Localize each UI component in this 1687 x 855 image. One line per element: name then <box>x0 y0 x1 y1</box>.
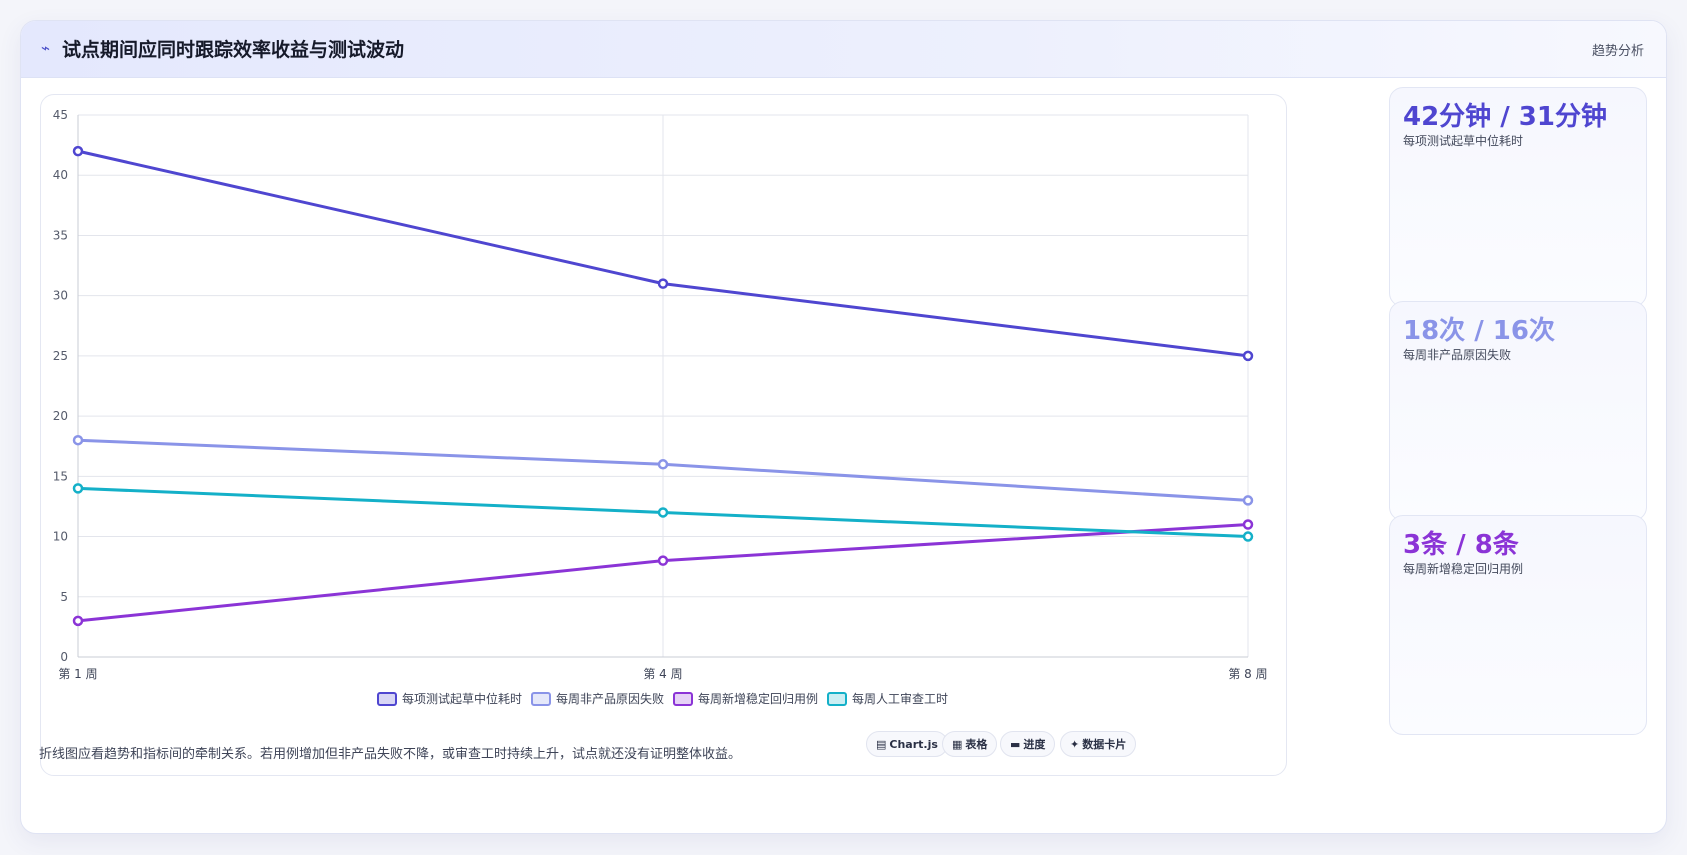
data-point <box>72 615 84 627</box>
trend-icon: ⌁ <box>41 39 51 57</box>
y-tick-label: 45 <box>53 108 68 122</box>
kpi-card-regression-cases: 3条 / 8条 每周新增稳定回归用例 <box>1389 515 1647 735</box>
view-data-card-button[interactable]: ✦ 数据卡片 <box>1060 731 1137 757</box>
kpi-value: 3条 / 8条 <box>1403 530 1519 560</box>
progress-icon: ▬ <box>1010 738 1021 751</box>
button-label: Chart.js <box>889 738 938 751</box>
kpi-value: 42分钟 / 31分钟 <box>1403 102 1607 132</box>
kpi-label: 每周新增稳定回归用例 <box>1403 562 1524 576</box>
sparkle-icon: ✦ <box>1070 738 1080 751</box>
category-tag: 趋势分析 <box>1591 44 1644 59</box>
legend-swatch <box>673 692 694 706</box>
button-label: 数据卡片 <box>1082 738 1127 751</box>
line-chart-panel: 0 5 10 15 20 25 30 35 40 45 第 1 周 第 4 周 第 8 周每项测试起草中… <box>40 94 1287 776</box>
data-point <box>657 459 669 470</box>
trend-card: ⌁ 试点期间应同时跟踪效率收益与测试波动 趋势分析 0 5 10 15 20 25 30 35… <box>20 20 1667 834</box>
kpi-card-non-product-failures: 18次 / 16次 每周非产品原因失败 <box>1389 301 1647 521</box>
card-header: ⌁ 试点期间应同时跟踪效率收益与测试波动 趋势分析 <box>21 21 1666 78</box>
x-tick-label: 第 1 周 <box>58 667 97 681</box>
button-label: 进度 <box>1023 738 1046 751</box>
data-point <box>657 555 669 566</box>
card-title: 试点期间应同时跟踪效率收益与测试波动 <box>62 39 405 61</box>
data-point <box>72 434 84 446</box>
data-point <box>1242 495 1254 506</box>
y-tick-label: 10 <box>53 530 68 544</box>
kpi-card-draft-time: 42分钟 / 31分钟 每项测试起草中位耗时 <box>1389 87 1647 307</box>
footnote: 折线图应看趋势和指标间的牵制关系。若用例增加但非产品失败不降，或审查工时持续上升… <box>39 747 742 762</box>
legend-label: 每周人工审查工时 <box>852 691 948 706</box>
view-progress-button[interactable]: ▬ 进度 <box>1000 731 1056 757</box>
y-tick-label: 25 <box>53 349 68 363</box>
x-tick-label: 第 4 周 <box>643 667 682 681</box>
table-icon: ▦ <box>952 738 963 751</box>
x-tick-label: 第 8 周 <box>1228 667 1267 681</box>
data-point <box>657 278 669 289</box>
y-tick-label: 15 <box>53 469 68 483</box>
line-chart: 0 5 10 15 20 25 30 35 40 45 第 1 周 第 4 周 第 8 周每项测试起草中… <box>53 108 1268 706</box>
y-tick-label: 20 <box>53 409 68 423</box>
view-chartjs-button[interactable]: ▤ Chart.js <box>866 731 948 757</box>
legend-label: 每周非产品原因失败 <box>556 691 664 706</box>
chart-icon: ▤ <box>876 738 887 751</box>
legend-swatch <box>827 692 848 706</box>
kpi-label: 每项测试起草中位耗时 <box>1403 134 1524 148</box>
data-point <box>1242 350 1254 362</box>
button-label: 表格 <box>965 738 988 751</box>
legend-label: 每项测试起草中位耗时 <box>402 691 522 706</box>
y-tick-label: 30 <box>53 289 68 303</box>
legend-swatch <box>530 692 551 706</box>
kpi-label: 每周非产品原因失败 <box>1403 348 1512 362</box>
y-tick-label: 35 <box>53 228 68 242</box>
y-tick-label: 5 <box>60 590 68 604</box>
legend-swatch <box>376 692 397 706</box>
data-point <box>1242 519 1254 530</box>
data-point <box>657 507 669 518</box>
y-tick-label: 0 <box>60 650 68 664</box>
view-table-button[interactable]: ▦ 表格 <box>942 731 998 757</box>
y-tick-label: 40 <box>53 168 68 182</box>
legend-label: 每周新增稳定回归用例 <box>698 691 818 706</box>
data-point <box>72 145 84 157</box>
kpi-value: 18次 / 16次 <box>1403 316 1555 346</box>
data-point <box>1242 531 1254 542</box>
data-point <box>72 483 84 494</box>
